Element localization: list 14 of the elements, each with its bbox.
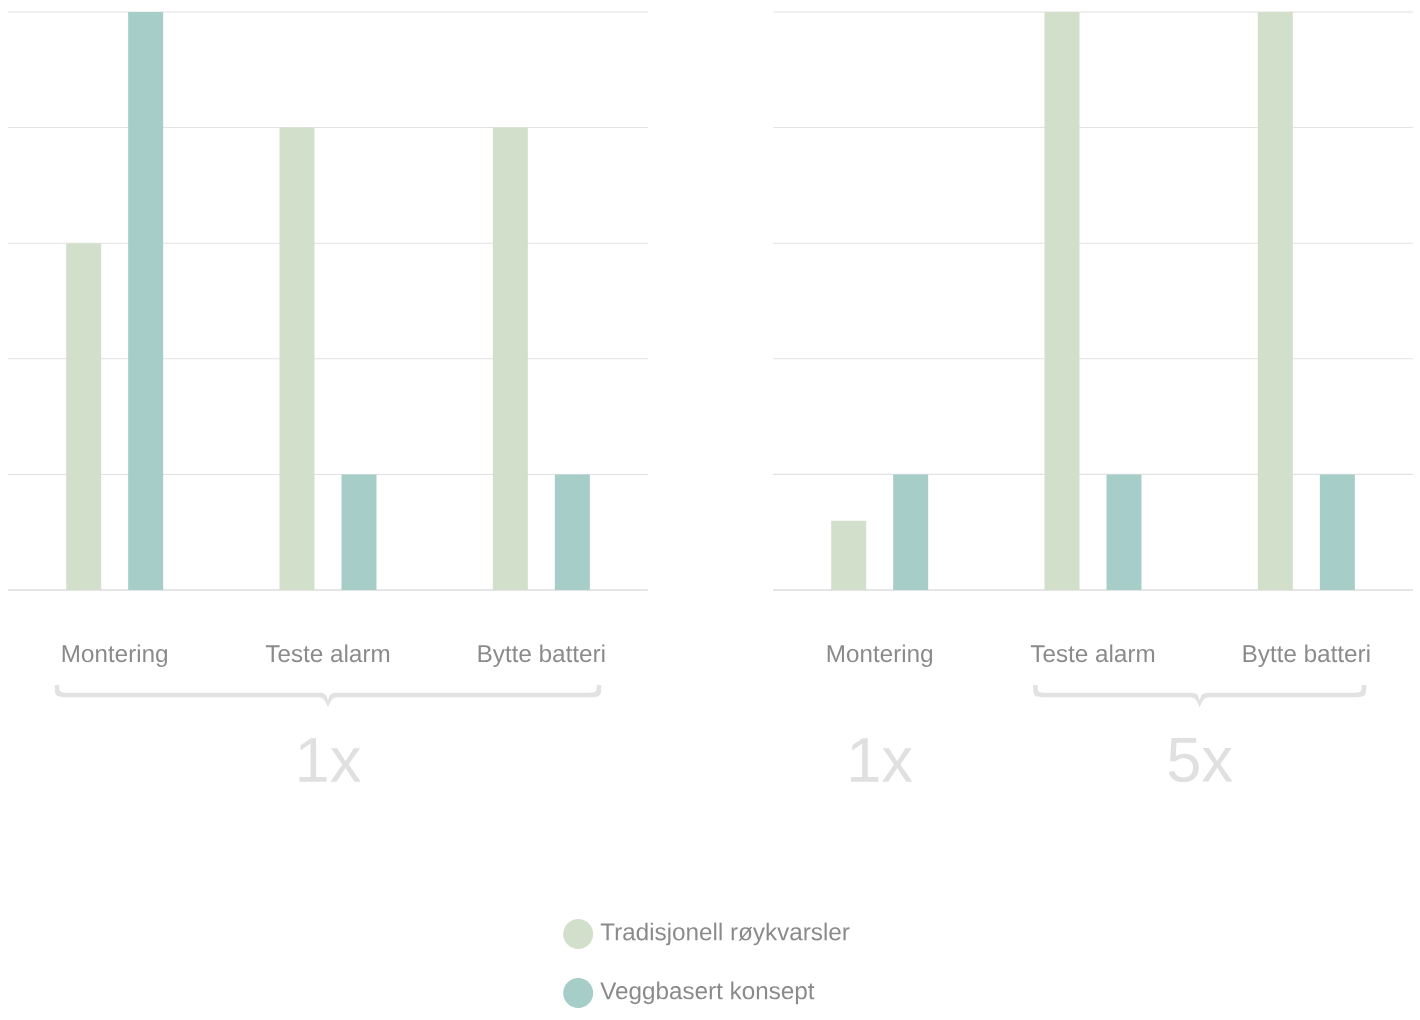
bar (554, 474, 590, 590)
bar (341, 474, 377, 590)
bar (66, 243, 102, 590)
x-tick-label: Teste alarm (1030, 644, 1155, 663)
x-tick-label: Montering (827, 644, 932, 667)
x-tick-label: Teste alarm (265, 644, 390, 663)
legend-label: Veggbasert konsept (600, 981, 815, 1005)
x-tick-label: Montering (62, 644, 167, 668)
legend-label: Tradisjonell røykvarsler (600, 922, 850, 946)
bar (279, 127, 315, 590)
x-tick-label: Bytte batteri (478, 644, 605, 668)
bar (492, 127, 528, 590)
bar (128, 11, 164, 590)
x-tick-label: Bytte batteri (1243, 644, 1370, 667)
